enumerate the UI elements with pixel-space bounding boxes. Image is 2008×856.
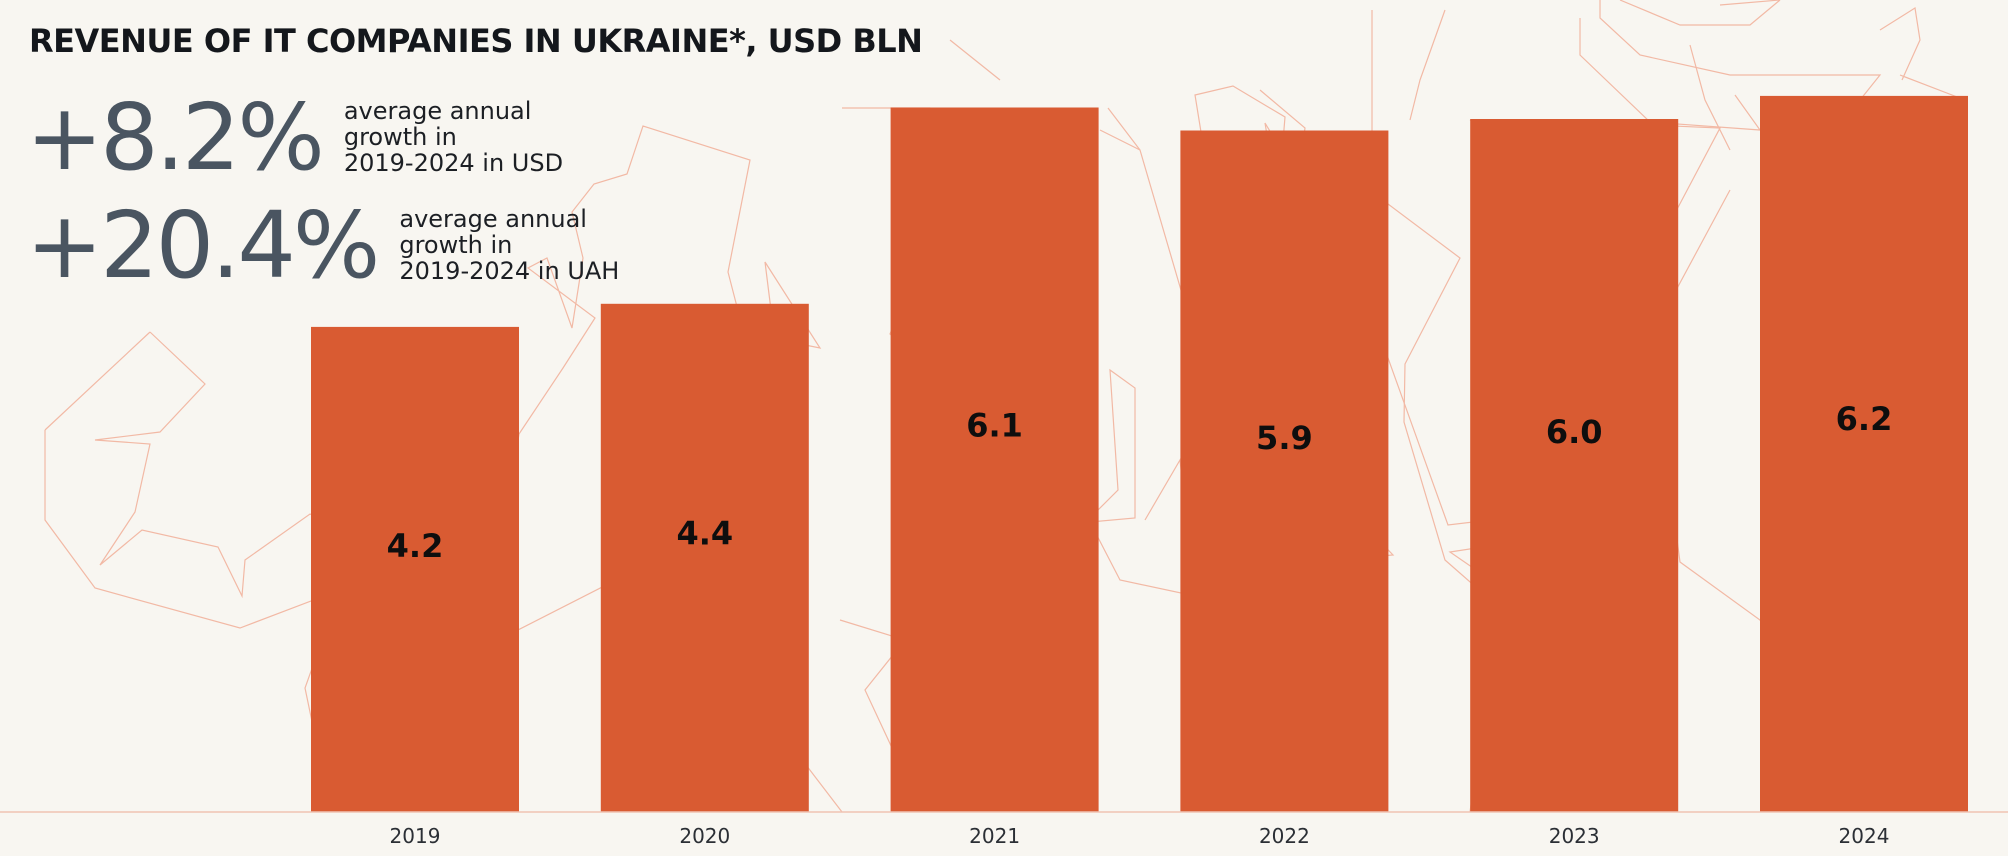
bar-2019 [311,326,519,812]
decor-line-20 [1899,74,1966,101]
data-label-2021: 6.1 [966,407,1023,445]
page-title: REVENUE OF IT COMPANIES IN UKRAINE*, USD… [29,22,923,60]
data-label-2024: 6.2 [1836,400,1893,438]
x-tick-label-2021: 2021 [969,824,1020,848]
decor-line-19 [1879,7,1921,81]
x-tick-label-2020: 2020 [679,824,730,848]
bar-2022 [1180,130,1389,812]
decor-line-24 [1099,129,1141,151]
stat-usd-value: +8.2% [26,84,325,191]
stat-usd-description: average annual growth in 2019-2024 in US… [343,97,564,177]
bar-2023 [1470,119,1679,812]
x-tick-labels: 2019 2020 2021 2022 2023 2024 [390,824,1890,848]
decor-line-1 [44,331,151,431]
bar-2024 [1760,95,1968,812]
data-label-2022: 5.9 [1256,419,1313,457]
decor-line-25 [1409,9,1446,121]
stat-uah-growth: +20.4% average annual growth in 2019-202… [26,200,619,292]
decor-line-18 [1619,0,1781,26]
stat-uah-value: +20.4% [26,192,380,299]
data-label-2023: 6.0 [1546,413,1603,451]
x-tick-label-2023: 2023 [1549,824,1600,848]
bars-layer [311,95,1968,812]
stat-uah-description: average annual growth in 2019-2024 in UA… [399,205,620,285]
decor-line-21 [1719,0,1781,6]
bar-2021 [890,107,1099,812]
x-tick-label-2022: 2022 [1259,824,1310,848]
bar-2020 [600,303,809,812]
stat-usd-growth: +8.2% average annual growth in 2019-2024… [26,92,563,184]
x-tick-label-2024: 2024 [1839,824,1890,848]
data-label-2019: 4.2 [387,527,444,565]
x-tick-label-2019: 2019 [390,824,441,848]
decor-line-22 [1689,44,1731,151]
data-label-2020: 4.4 [676,515,733,553]
decor-line-2 [44,430,342,813]
decor-line-26 [949,39,1001,81]
decor-line-16 [1579,18,1762,131]
data-labels: 4.2 4.4 6.1 5.9 6.0 6.2 [387,400,1893,565]
